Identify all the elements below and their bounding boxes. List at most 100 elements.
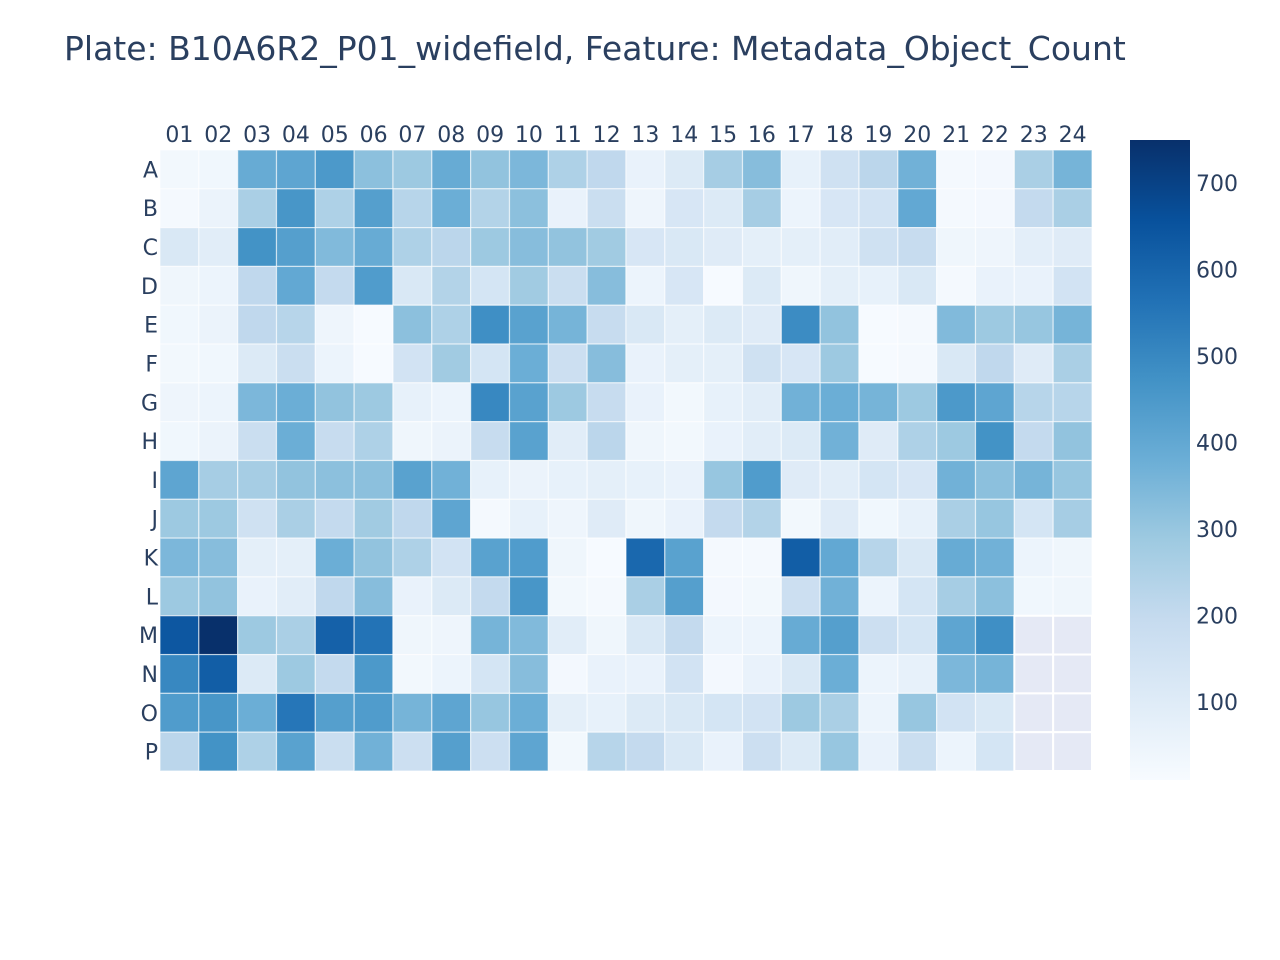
- heatmap-cell-K14: [664, 537, 705, 578]
- heatmap-cell-F16: [741, 343, 782, 384]
- heatmap-cell-N04: [275, 653, 316, 694]
- heatmap-cell-B24: [1052, 188, 1093, 229]
- heatmap-cell-M03: [237, 615, 278, 656]
- heatmap-cell-B23: [1013, 188, 1054, 229]
- heatmap-cell-H03: [237, 421, 278, 462]
- heatmap-cell-L22: [974, 576, 1015, 617]
- x-tick-label: 15: [709, 123, 737, 148]
- heatmap-cell-K21: [936, 537, 977, 578]
- heatmap-cell-D21: [936, 265, 977, 306]
- heatmap-cell-C02: [198, 227, 239, 268]
- colorbar-tick-label: 500: [1196, 345, 1238, 370]
- heatmap-cell-A08: [431, 149, 472, 190]
- heatmap-cell-N11: [547, 653, 588, 694]
- heatmap-cell-E15: [703, 304, 744, 345]
- heatmap-cell-B11: [547, 188, 588, 229]
- heatmap-cell-I01: [159, 459, 200, 500]
- heatmap-cell-A17: [780, 149, 821, 190]
- heatmap-cell-I11: [547, 459, 588, 500]
- x-tick-label: 20: [903, 123, 931, 148]
- heatmap-cell-C16: [741, 227, 782, 268]
- heatmap-cell-B14: [664, 188, 705, 229]
- heatmap-cell-C05: [314, 227, 355, 268]
- colorbar-tick-label: 100: [1196, 691, 1238, 716]
- heatmap-cell-F03: [237, 343, 278, 384]
- x-tick-label: 08: [437, 123, 465, 148]
- heatmap-cell-G20: [897, 382, 938, 423]
- heatmap-cell-C20: [897, 227, 938, 268]
- heatmap-cell-D07: [392, 265, 433, 306]
- colorbar-tick-label: 200: [1196, 605, 1238, 630]
- heatmap-cell-G17: [780, 382, 821, 423]
- heatmap-cell-G01: [159, 382, 200, 423]
- heatmap-cell-I24: [1052, 459, 1093, 500]
- heatmap-cell-H02: [198, 421, 239, 462]
- colorbar: 100 200 300 400 500 600 700: [1130, 140, 1238, 780]
- heatmap-cell-K02: [198, 537, 239, 578]
- heatmap-cell-O19: [858, 692, 899, 733]
- heatmap-cell-M17: [780, 615, 821, 656]
- heatmap-cell-E23: [1013, 304, 1054, 345]
- heatmap-cell-P17: [780, 731, 821, 772]
- heatmap-cell-F02: [198, 343, 239, 384]
- heatmap-cell-F11: [547, 343, 588, 384]
- heatmap-cell-I09: [470, 459, 511, 500]
- heatmap-cell-P10: [508, 731, 549, 772]
- heatmap-cell-N05: [314, 653, 355, 694]
- heatmap-cell-H18: [819, 421, 860, 462]
- heatmap-cell-G05: [314, 382, 355, 423]
- heatmap-cell-A01: [159, 149, 200, 190]
- heatmap-cell-B03: [237, 188, 278, 229]
- heatmap-cell-H04: [275, 421, 316, 462]
- heatmap-cell-E10: [508, 304, 549, 345]
- heatmap-cell-C14: [664, 227, 705, 268]
- heatmap-cell-G15: [703, 382, 744, 423]
- heatmap-cell-G12: [586, 382, 627, 423]
- empty-well-P24: [1052, 731, 1093, 772]
- heatmap-cell-F04: [275, 343, 316, 384]
- heatmap-cell-F07: [392, 343, 433, 384]
- heatmap-cell-H10: [508, 421, 549, 462]
- heatmap-cell-N17: [780, 653, 821, 694]
- heatmap-cell-F20: [897, 343, 938, 384]
- heatmap-cell-K10: [508, 537, 549, 578]
- heatmap-cell-K04: [275, 537, 316, 578]
- heatmap-cell-A14: [664, 149, 705, 190]
- heatmap-cell-E09: [470, 304, 511, 345]
- heatmap-cell-N21: [936, 653, 977, 694]
- heatmap-cell-D03: [237, 265, 278, 306]
- heatmap-cell-K01: [159, 537, 200, 578]
- heatmap-cell-P08: [431, 731, 472, 772]
- heatmap-cell-G04: [275, 382, 316, 423]
- heatmap-cell-K07: [392, 537, 433, 578]
- heatmap-cell-M13: [625, 615, 666, 656]
- heatmap-cell-O04: [275, 692, 316, 733]
- heatmap-cell-F18: [819, 343, 860, 384]
- heatmap-cell-N22: [974, 653, 1015, 694]
- heatmap-cell-A12: [586, 149, 627, 190]
- heatmap-cell-F08: [431, 343, 472, 384]
- heatmap-cell-C06: [353, 227, 394, 268]
- heatmap-cell-A19: [858, 149, 899, 190]
- heatmap-cell-B16: [741, 188, 782, 229]
- heatmap-cell-L03: [237, 576, 278, 617]
- heatmap-cell-G11: [547, 382, 588, 423]
- heatmap-cell-P14: [664, 731, 705, 772]
- heatmap-cell-G18: [819, 382, 860, 423]
- x-tick-label: 18: [826, 123, 854, 148]
- heatmap-cell-K06: [353, 537, 394, 578]
- heatmap-cell-M11: [547, 615, 588, 656]
- heatmap-cell-N09: [470, 653, 511, 694]
- heatmap-cell-M08: [431, 615, 472, 656]
- heatmap-cell-L18: [819, 576, 860, 617]
- heatmap-cell-E24: [1052, 304, 1093, 345]
- heatmap-cell-N15: [703, 653, 744, 694]
- heatmap-cell-G09: [470, 382, 511, 423]
- heatmap-cell-D24: [1052, 265, 1093, 306]
- heatmap-cell-J12: [586, 498, 627, 539]
- heatmap-cell-N13: [625, 653, 666, 694]
- x-tick-label: 03: [243, 123, 271, 148]
- heatmap-cell-A20: [897, 149, 938, 190]
- x-tick-label: 21: [942, 123, 970, 148]
